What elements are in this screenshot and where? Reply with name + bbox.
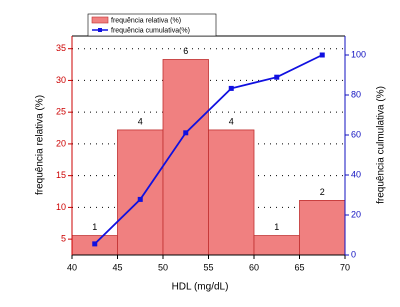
y-tick-label: 5 [61,234,66,244]
bar-count-label: 1 [92,222,97,232]
y-tick-label: 20 [56,138,66,148]
legend-box [87,13,217,37]
line-marker [137,196,143,202]
x-tick-label: 60 [249,262,259,272]
y-tick-label: 15 [56,170,66,180]
bar [299,200,346,256]
y-tick-label: 30 [56,75,66,85]
bar-count-label: 1 [274,222,279,232]
x-tick-label: 40 [67,262,77,272]
x-axis-label: HDL (mg/dL) [172,282,229,293]
bar-count-label: 2 [320,187,325,197]
x-tick-label: 50 [158,262,168,272]
bar [253,235,300,256]
y2-tick-label: 0 [351,249,356,259]
x-tick-label: 70 [340,262,350,272]
line-marker [274,74,280,80]
y2-tick-label: 80 [351,89,361,99]
x-tick-label: 45 [112,262,122,272]
legend-label: frequência cumulativa(%) [111,27,190,34]
legend-swatch [91,16,109,24]
line-marker [92,241,98,247]
y2-tick-label: 60 [351,129,361,139]
bar [208,129,255,256]
y2-axis-label: frequência culmulativa (%) [376,86,387,204]
x-tick-label: 65 [294,262,304,272]
line-marker [183,130,189,136]
y-tick-label: 35 [56,43,66,53]
bar-count-label: 6 [183,46,188,56]
legend-marker [98,28,102,32]
cumulative-line [94,54,323,245]
y2-tick-label: 40 [351,169,361,179]
y-axis-label: frequência relativa (%) [35,95,46,195]
y2-tick-label: 20 [351,209,361,219]
line-marker [228,85,234,91]
bar-count-label: 4 [138,116,143,126]
y-tick-label: 10 [56,202,66,212]
legend-label: frequência relativa (%) [111,17,181,24]
y2-tick-label: 100 [351,49,366,59]
y-tick-label: 25 [56,107,66,117]
line-marker [319,52,325,58]
x-tick-label: 55 [203,262,213,272]
bar [117,129,164,256]
bar [162,59,209,256]
bar-count-label: 4 [229,116,234,126]
